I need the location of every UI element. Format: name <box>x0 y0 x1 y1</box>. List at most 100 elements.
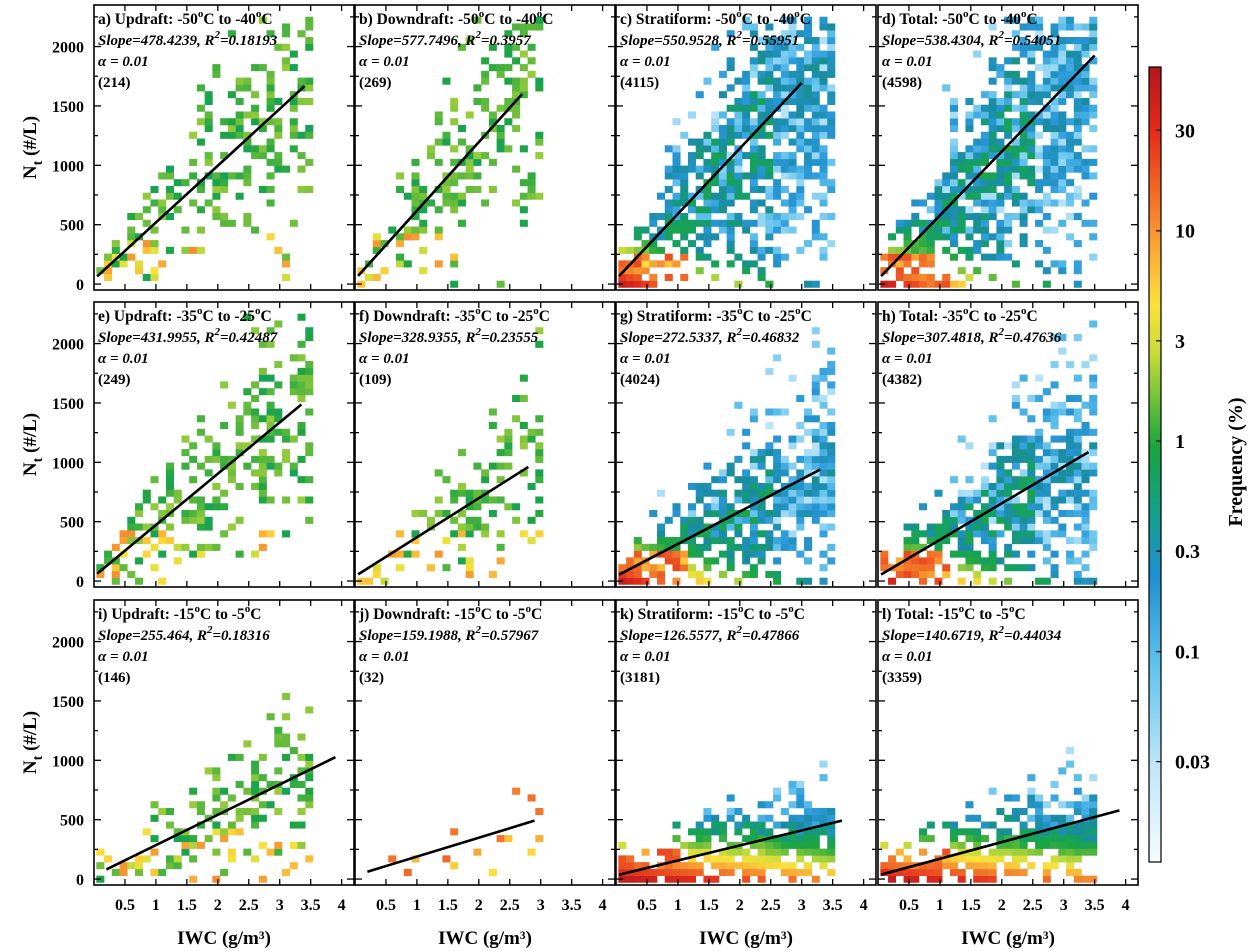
heat-cell <box>1035 16 1044 24</box>
heat-cell <box>1011 152 1020 160</box>
heat-cell <box>1081 104 1090 112</box>
heat-cell <box>980 516 989 524</box>
heat-cell <box>996 469 1005 477</box>
heat-cell <box>1050 185 1059 193</box>
heat-cell <box>819 70 828 78</box>
heat-cell <box>687 192 697 200</box>
heat-cell <box>804 64 813 72</box>
heat-cell <box>1004 84 1013 92</box>
heat-cell <box>973 489 982 497</box>
heat-cell <box>903 855 912 863</box>
heat-cell <box>973 814 982 822</box>
heat-cell <box>626 570 635 578</box>
x-axis-label: IWC (g/m³) <box>961 928 1055 949</box>
heat-cell <box>1027 91 1036 99</box>
heat-cell <box>488 124 497 133</box>
heat-cell <box>1042 828 1051 836</box>
heat-cell <box>726 543 735 551</box>
heat-cell <box>757 273 766 281</box>
heat-cell <box>1004 503 1013 511</box>
heat-cell <box>757 841 766 849</box>
heat-cell <box>734 828 743 836</box>
heat-cell <box>827 212 836 221</box>
heat-cell <box>434 260 443 268</box>
heat-cell <box>672 226 681 234</box>
panel-alpha: α = 0.01 <box>882 54 933 70</box>
heat-cell <box>827 43 836 51</box>
heat-cell <box>633 875 642 883</box>
heat-cell <box>880 550 889 558</box>
heat-cell <box>703 240 712 248</box>
heat-cell <box>811 145 820 153</box>
heat-cell <box>150 530 159 538</box>
heat-cell <box>297 455 306 463</box>
heat-cell <box>742 16 751 24</box>
heat-cell <box>289 145 298 153</box>
heat-cell <box>749 118 758 126</box>
heat-cell <box>641 543 650 551</box>
heat-cell <box>811 91 820 99</box>
heat-cell <box>1073 43 1082 51</box>
heat-cell <box>519 374 528 382</box>
heat-cell <box>804 124 813 133</box>
heat-cell <box>773 855 782 863</box>
heat-cell <box>235 124 244 133</box>
heat-cell <box>796 199 805 207</box>
heat-cell <box>742 172 751 180</box>
heat-cell <box>1035 152 1044 160</box>
heat-cell <box>973 848 982 856</box>
heat-cell <box>274 428 283 436</box>
heat-cell <box>695 91 704 99</box>
heat-cell <box>251 435 260 443</box>
heat-cell <box>687 503 697 511</box>
heat-cell <box>672 503 681 511</box>
heat-cell <box>1089 104 1098 112</box>
heat-cell <box>258 476 267 484</box>
heat-cell <box>512 23 521 31</box>
heat-cell <box>251 787 260 795</box>
heat-cell <box>1042 862 1051 870</box>
heat-cell <box>274 733 283 741</box>
heat-cell <box>481 523 490 531</box>
heat-cell <box>796 104 805 112</box>
heat-cell <box>266 84 275 92</box>
heat-cell <box>749 233 758 241</box>
heat-cell <box>1066 848 1075 856</box>
heat-cell <box>504 64 513 72</box>
heat-cell <box>796 246 805 254</box>
heat-cell <box>496 64 505 72</box>
panel-slope: Slope=307.4818, R2=0.47636 <box>882 326 1062 346</box>
heat-cell <box>1019 240 1028 248</box>
heat-cell <box>1050 84 1059 92</box>
heat-cell <box>496 462 505 470</box>
heat-cell <box>258 455 267 463</box>
heat-cell <box>1027 774 1036 782</box>
heat-cell <box>988 862 997 870</box>
heat-cell <box>672 145 681 153</box>
heat-cell <box>757 199 766 207</box>
heat-cell <box>1073 97 1082 105</box>
heat-cell <box>1050 226 1059 234</box>
heat-cell <box>1019 835 1028 843</box>
heat-cell <box>796 124 805 133</box>
heat-cell <box>695 165 704 173</box>
heat-cell <box>796 185 805 193</box>
heat-cell <box>996 476 1005 484</box>
heat-cell <box>695 516 704 524</box>
heat-cell <box>988 179 997 187</box>
heat-cell <box>980 131 989 139</box>
panel-slope: Slope=272.5337, R2=0.46832 <box>620 326 800 346</box>
heat-cell <box>641 848 650 856</box>
heat-cell <box>641 280 650 288</box>
heat-cell <box>757 455 766 463</box>
heat-cell <box>142 219 151 227</box>
heat-cell <box>804 862 813 870</box>
y-tick-label: 500 <box>60 218 84 235</box>
heat-cell <box>442 77 451 85</box>
heat-cell <box>788 462 797 470</box>
heat-cell <box>711 496 720 504</box>
heat-cell <box>1035 462 1044 470</box>
heat-cell <box>220 118 229 126</box>
heat-cell <box>996 855 1005 863</box>
heat-cell <box>980 868 989 876</box>
